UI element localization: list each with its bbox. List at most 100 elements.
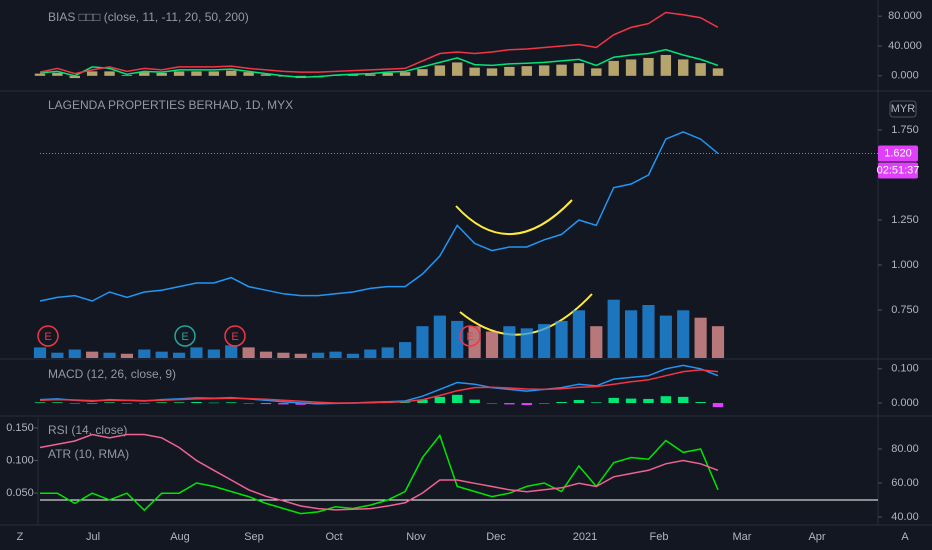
histogram-bar [504,66,515,76]
event-label: E [44,331,51,343]
volume-bar [398,342,412,358]
volume-bar [259,351,273,358]
volume-bar [520,328,533,358]
volume-bar [590,326,603,358]
histogram-bar [469,399,480,404]
histogram-bar [104,71,115,76]
histogram-bar [104,402,115,404]
volume-bar [51,352,64,358]
histogram-bar [226,70,237,76]
event-label: E [466,331,473,343]
volume-bar [172,352,186,358]
histogram-bar [226,402,237,404]
time-label: Feb [650,531,669,543]
series-line [39,48,719,79]
volume-bar [329,351,342,358]
volume-bar [68,349,81,358]
histogram-bar [643,57,654,76]
volume-bar [138,349,151,358]
event-label: E [231,331,238,343]
histogram-bar [365,74,376,76]
histogram-bar [208,71,220,76]
histogram-bar [695,402,706,404]
event-marker [174,325,196,347]
histogram-bar [660,54,672,76]
series-line [39,369,719,404]
countdown-badge [878,162,918,179]
volume-bar [607,299,620,358]
histogram-bar [52,402,63,404]
volume-bar [120,353,134,358]
volume-bar [677,310,690,358]
time-label: Nov [406,531,426,543]
histogram-bar [260,74,272,76]
series-line [39,11,719,75]
histogram-bar [678,396,689,404]
histogram-bar [556,64,567,76]
histogram-bar [121,403,133,404]
histogram-bar [347,74,359,76]
histogram-bar [591,402,602,404]
currency-label: MYR [891,103,916,115]
volume-bar [538,324,551,358]
y-tick-label: 80.00 [891,443,919,455]
histogram-bar [678,59,689,76]
volume-bar [225,345,238,358]
volume-bar [277,352,290,358]
y2-tick-label: 0.050 [6,487,34,499]
y-tick-label: 60.00 [891,477,919,489]
volume-bar [346,353,360,358]
y-tick-label: 40.000 [888,40,922,52]
histogram-bar [417,69,428,76]
y2-tick-label: 0.100 [6,454,34,466]
histogram-bar [173,402,185,404]
time-label: Oct [325,531,342,543]
time-label: Apr [808,531,825,543]
time-label: Jul [86,531,100,543]
pane-title: RSI (14, close) [48,423,127,437]
y-tick-label: 1.250 [891,214,919,226]
histogram-bar [86,403,98,404]
volume-bar [451,320,464,358]
histogram-bar [452,394,463,404]
histogram-bar [382,72,393,76]
volume-bar [155,351,168,358]
histogram-bar [121,75,133,76]
volume-bar [555,320,568,358]
event-marker [224,325,246,347]
histogram-bar [538,65,550,76]
volume-bar [485,331,499,358]
histogram-bar [173,71,185,76]
histogram-bar [260,403,272,405]
histogram-bar [660,396,672,404]
currency-badge [889,100,917,118]
y-tick-label: 1.750 [891,124,919,136]
histogram-bar [52,72,63,76]
y-tick-label: 40.00 [891,511,919,523]
histogram-bar [295,403,306,405]
histogram-bar [278,403,289,405]
histogram-bar [139,72,150,76]
histogram-bar [434,65,446,76]
volume-bar [294,353,307,358]
histogram-bar [521,403,532,406]
histogram-bar [712,68,724,76]
histogram-bar [469,67,480,76]
volume-bar [207,349,220,358]
histogram-bar [417,399,428,404]
time-label: Dec [486,531,506,543]
histogram-bar [243,403,254,404]
histogram-bar [695,63,706,76]
histogram-bar [69,403,80,404]
volume-bar [468,326,481,358]
y-tick-label: 80.000 [888,10,922,22]
time-label: Mar [733,531,752,543]
pane-title: BIAS □□□ (close, 11, -11, 20, 50, 200) [48,10,249,24]
histogram-bar [208,402,220,404]
histogram-bar [573,63,585,76]
histogram-bar [521,66,532,76]
histogram-bar [156,402,167,404]
volume-bar [242,347,255,358]
histogram-bar [139,403,150,404]
